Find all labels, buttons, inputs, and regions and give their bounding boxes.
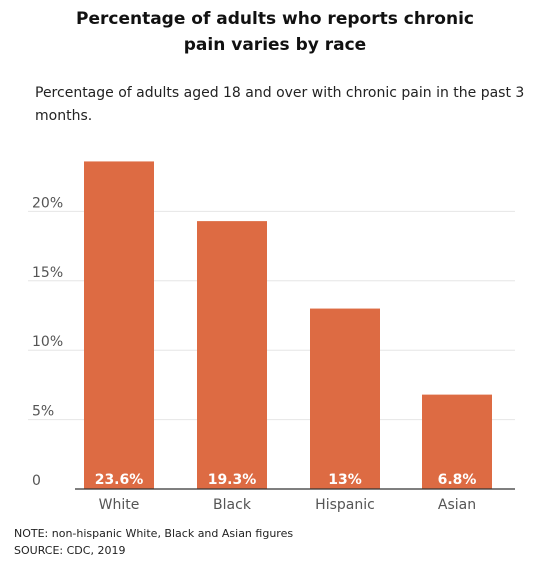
bar-value-label: 19.3% <box>208 472 257 488</box>
x-tick-label: White <box>99 497 140 513</box>
x-tick-label: Black <box>213 497 252 513</box>
x-tick-label: Hispanic <box>315 497 375 513</box>
chart-title-line-2: pain varies by race <box>183 35 367 55</box>
y-tick-label: 5% <box>32 404 54 420</box>
y-tick-label: 15% <box>32 265 63 281</box>
bar <box>310 308 380 489</box>
bar-value-label: 13% <box>328 472 362 488</box>
chart-notes: NOTE: non-hispanic White, Black and Asia… <box>14 525 293 559</box>
chart-subtitle: Percentage of adults aged 18 and over wi… <box>35 85 525 124</box>
chart-title-line-1: Percentage of adults who reports chronic <box>76 9 474 29</box>
bar <box>197 221 267 489</box>
bar <box>422 394 492 489</box>
y-tick-label: 0 <box>32 473 41 489</box>
x-tick-label: Asian <box>438 497 476 513</box>
chart-title: Percentage of adults who reports chronic… <box>0 6 550 58</box>
bar-value-label: 23.6% <box>95 472 144 488</box>
y-tick-label: 10% <box>32 334 63 350</box>
y-tick-label: 20% <box>32 195 63 211</box>
bar <box>84 161 154 489</box>
source-text: SOURCE: CDC, 2019 <box>14 544 126 557</box>
note-text: NOTE: non-hispanic White, Black and Asia… <box>14 527 294 540</box>
bar-value-label: 6.8% <box>438 472 477 488</box>
